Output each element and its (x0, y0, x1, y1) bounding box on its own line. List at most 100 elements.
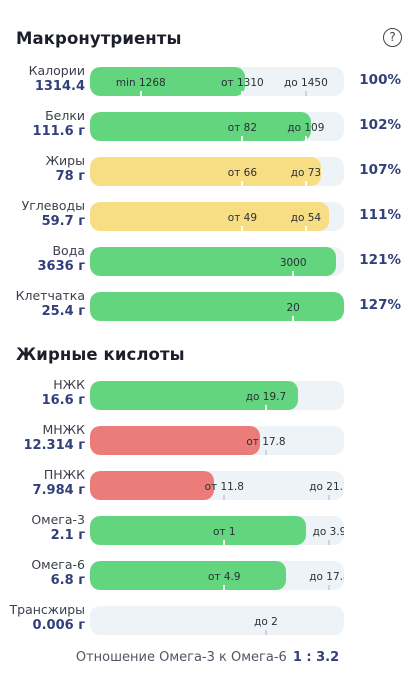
nutrient-value: 3636 г (37, 259, 86, 274)
nutrient-value: 12.314 г (23, 438, 85, 453)
progress-fill (90, 471, 215, 500)
progress-fill (90, 561, 286, 590)
range-tick (241, 181, 244, 186)
nutrient-row[interactable]: Трансжиры 0.006 г до 2 (0, 601, 415, 641)
progress-track: 20 (90, 292, 344, 321)
nutrient-name: Калории (28, 63, 85, 78)
percent-label: 107% (359, 162, 401, 178)
range-label: 20 (286, 302, 300, 314)
range-label: от 17.8 (246, 436, 286, 448)
progress-fill (90, 112, 311, 141)
nutrient-row[interactable]: Белки 111.6 г от 82 до 109 102% (0, 107, 415, 147)
range-label: от 49 (227, 212, 258, 224)
range-label: от 66 (227, 167, 258, 179)
progress-fill (90, 516, 306, 545)
nutrient-name: НЖК (53, 377, 85, 392)
range-tick (241, 91, 244, 96)
progress-track: 3000 (90, 247, 344, 276)
nutrient-name: Клетчатка (15, 288, 85, 303)
progress-track: до 2 (90, 606, 344, 635)
nutrient-name: ПНЖК (43, 467, 85, 482)
macros-title: Макронутриенты (16, 29, 182, 48)
range-tick (328, 540, 331, 545)
progress-fill (90, 202, 329, 231)
nutrient-name: Жиры (45, 153, 85, 168)
range-tick (223, 585, 226, 590)
nutrient-row[interactable]: Углеводы 59.7 г от 49 до 54 111% (0, 197, 415, 237)
percent-label: 111% (359, 207, 401, 223)
progress-track: от 11.8 до 21.7 (90, 471, 344, 500)
range-label: от 11.8 (204, 481, 244, 493)
range-label: до 54 (290, 212, 322, 224)
percent-label: 121% (359, 252, 401, 268)
nutrient-name: МНЖК (42, 422, 85, 437)
nutrient-row[interactable]: НЖК 16.6 г до 19.7 (0, 376, 415, 416)
range-label: до 73 (290, 167, 322, 179)
nutrient-row[interactable]: Омега-3 2.1 г от 1 до 3.9 (0, 511, 415, 551)
range-label: до 109 (287, 122, 325, 134)
nutrient-row[interactable]: Жиры 78 г от 66 до 73 107% (0, 152, 415, 192)
nutrient-name: Трансжиры (9, 602, 85, 617)
omega-ratio-value: 1 : 3.2 (292, 650, 340, 665)
nutrient-row[interactable]: МНЖК 12.314 г от 17.8 (0, 421, 415, 461)
nutrient-value: 0.006 г (32, 618, 85, 633)
nutrient-value: 16.6 г (41, 393, 85, 408)
range-tick (241, 136, 244, 141)
range-label: от 1310 (221, 77, 264, 89)
progress-fill (90, 247, 337, 276)
progress-track: от 4.9 до 17.8 (90, 561, 344, 590)
range-label: до 19.7 (245, 391, 287, 403)
range-tick (241, 226, 244, 231)
help-icon[interactable]: ? (383, 28, 402, 47)
progress-track: min 1268 от 1310 до 1450 (90, 67, 344, 96)
nutrient-row[interactable]: Клетчатка 25.4 г 20 127% (0, 287, 415, 327)
range-label: до 1450 (284, 77, 328, 89)
range-label: до 21.7 (309, 481, 344, 493)
range-label: до 17.8 (309, 571, 344, 583)
nutrient-value: 1314.4 (34, 79, 85, 94)
range-tick (304, 91, 307, 96)
progress-track: от 82 до 109 (90, 112, 344, 141)
nutrient-row[interactable]: Калории 1314.4 min 1268 от 1310 до 1450 100% (0, 62, 415, 102)
range-tick (328, 585, 331, 590)
nutrient-name: Омега-6 (31, 557, 85, 572)
range-tick (292, 271, 295, 276)
progress-track: от 1 до 3.9 (90, 516, 344, 545)
nutrient-row[interactable]: Вода 3636 г 3000 121% (0, 242, 415, 282)
range-tick (223, 540, 226, 545)
nutrient-value: 25.4 г (41, 304, 85, 319)
range-label: до 3.9 (312, 526, 344, 538)
progress-track: от 49 до 54 (90, 202, 344, 231)
range-tick (264, 450, 267, 455)
omega-ratio: Отношение Омега-3 к Омега-6 1 : 3.2 (0, 650, 415, 665)
progress-fill (90, 292, 344, 321)
nutrient-value: 6.8 г (50, 573, 85, 588)
nutrient-name: Омега-3 (31, 512, 85, 527)
nutrient-row[interactable]: Омега-66.8 г от 4.9 до 17.8 (0, 556, 415, 596)
progress-track: до 19.7 (90, 381, 344, 410)
range-label: min 1268 (115, 77, 166, 89)
progress-fill (90, 67, 245, 96)
nutrient-name: Белки (45, 108, 85, 123)
percent-label: 102% (359, 117, 401, 133)
range-tick (264, 630, 267, 635)
range-tick (328, 495, 331, 500)
progress-fill (90, 426, 261, 455)
range-label: от 1 (212, 526, 236, 538)
range-label: от 82 (227, 122, 258, 134)
range-tick (223, 495, 226, 500)
nutrient-value: 2.1 г (50, 528, 85, 543)
range-label: 3000 (279, 257, 307, 269)
progress-track: от 66 до 73 (90, 157, 344, 186)
nutrient-name: Углеводы (21, 198, 85, 213)
progress-fill (90, 381, 299, 410)
range-tick (304, 226, 307, 231)
progress-fill (90, 157, 322, 186)
percent-label: 127% (359, 297, 401, 313)
nutrient-value: 78 г (55, 169, 85, 184)
nutrient-value: 59.7 г (41, 214, 85, 229)
range-tick (292, 316, 295, 321)
range-tick (264, 405, 267, 410)
percent-label: 100% (359, 72, 401, 88)
